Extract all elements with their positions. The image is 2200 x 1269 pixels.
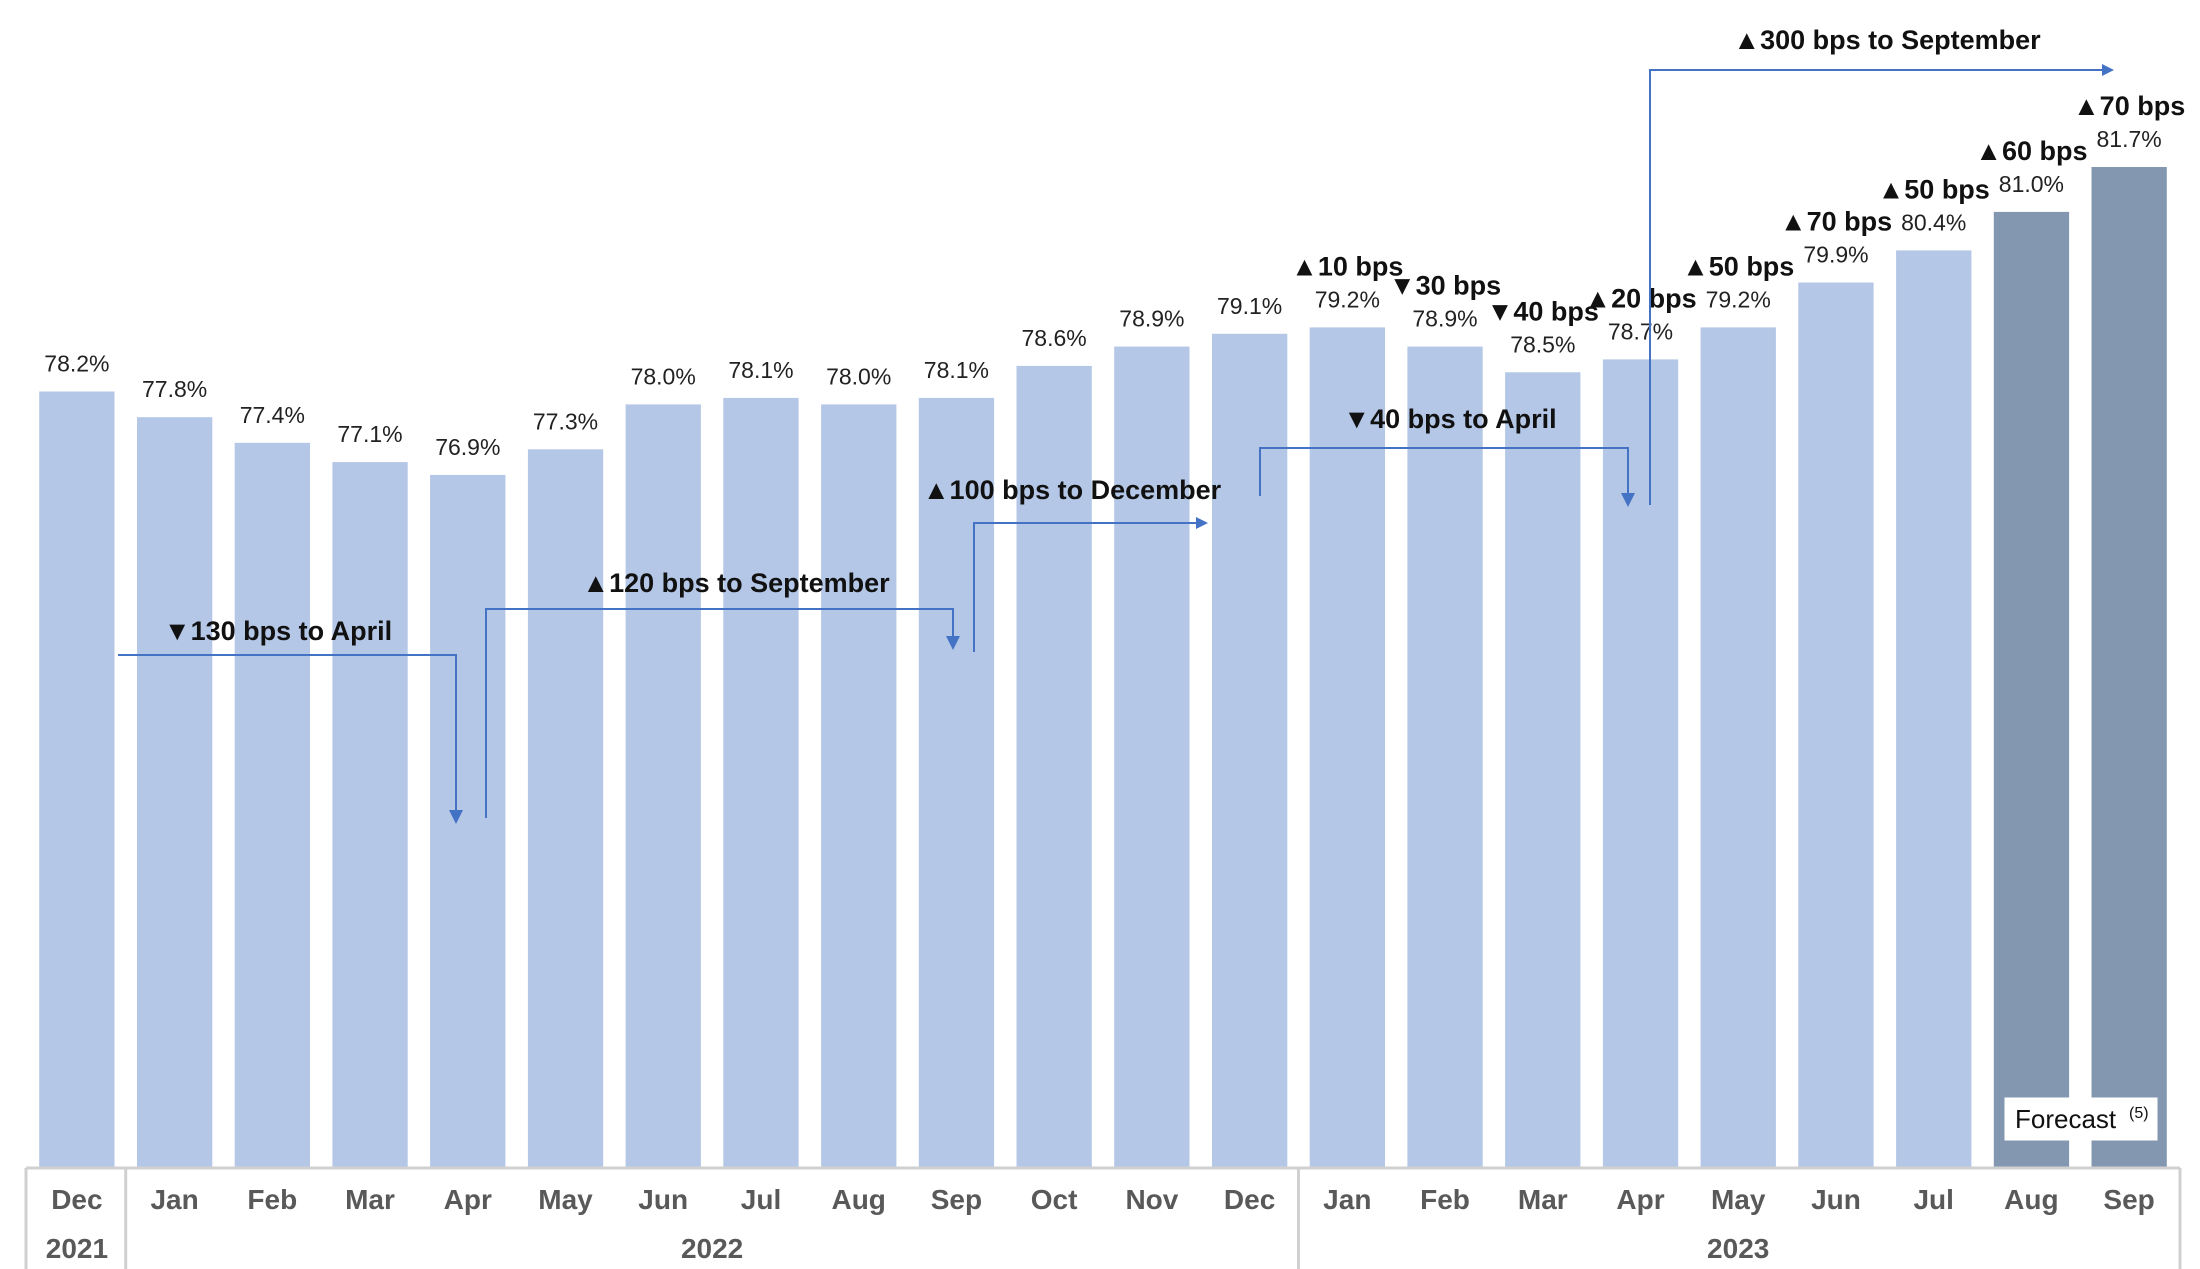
x-tick-label: Dec [51,1184,102,1215]
data-label: 78.6% [1021,325,1086,351]
data-label: 78.0% [826,363,891,389]
bar [1700,327,1776,1168]
data-label: 79.9% [1803,242,1868,268]
data-label: 78.2% [44,351,109,377]
data-label: 78.9% [1412,306,1477,332]
bar [1505,372,1581,1168]
span-label: ▼130 bps to April [164,616,392,646]
data-label: 78.1% [728,357,793,383]
x-tick-label: May [538,1184,593,1215]
data-label: 78.5% [1510,331,1575,357]
bars-layer [39,167,2167,1169]
x-tick-label: Sep [931,1184,982,1215]
span-label: ▲120 bps to September [582,568,890,598]
data-label: 80.4% [1901,209,1966,235]
x-tick-label: May [1711,1184,1766,1215]
bar-notes-layer: ▲10 bps▼30 bps▼40 bps▲20 bps▲50 bps▲70 b… [1291,91,2185,326]
bar [918,397,995,1168]
bar [137,417,213,1168]
x-tick-label: Jun [1811,1184,1861,1215]
forecast-bar [2091,167,2167,1168]
span-arrow [118,654,463,824]
bar [39,391,115,1168]
forecast-footnote: (5) [2129,1105,2149,1122]
bar [1896,250,1972,1168]
bar [1212,333,1288,1168]
change-note: ▼30 bps [1389,271,1501,301]
span-arrow [1259,447,1635,507]
x-tick-label: Nov [1125,1184,1178,1215]
x-tick-label: Sep [2103,1184,2154,1215]
forecast-legend-box [2004,1097,2158,1141]
change-note: ▲20 bps [1584,283,1696,313]
data-label: 77.3% [533,408,598,434]
x-tick-label: Dec [1224,1184,1275,1215]
data-label: 77.8% [142,376,207,402]
bar [332,462,408,1169]
x-axis: 2021 2022 2023 Dec Jan Feb Mar Apr May Jun Jul Aug S… [24,1166,2182,1269]
data-label: 79.2% [1315,286,1380,312]
span-arrow [485,608,960,818]
change-note: ▲70 bps [2073,91,2185,121]
span-arrow [1649,64,2114,505]
bar [1798,282,1874,1168]
change-note: ▲10 bps [1291,251,1403,281]
span-arrows-layer: ▼130 bps to April ▲120 bps to September ▲1… [118,25,2114,824]
x-tick-label: Mar [345,1184,395,1215]
bar [1114,346,1190,1169]
data-label: 77.1% [337,421,402,447]
data-label: 78.9% [1119,306,1184,332]
x-tick-label: Jun [638,1184,688,1215]
span-label: ▲300 bps to September [1733,25,2041,55]
change-note: ▼40 bps [1487,296,1599,326]
x-tick-label: Jan [150,1184,198,1215]
data-label: 79.1% [1217,293,1282,319]
bar [821,404,897,1168]
data-label: 81.0% [1999,171,2064,197]
x-tick-label: Feb [247,1184,297,1215]
bar [1016,365,1092,1168]
bar [1602,359,1679,1168]
year-label: 2021 [46,1233,108,1264]
x-tick-label: Jan [1323,1184,1371,1215]
forecast-label: Forecast [2015,1104,2117,1134]
x-tick-label: Mar [1518,1184,1568,1215]
x-tick-label: Apr [444,1184,492,1215]
change-note: ▲70 bps [1780,207,1892,237]
data-label: 78.1% [924,357,989,383]
bar [527,449,604,1168]
data-label: 78.0% [631,363,696,389]
change-note: ▲50 bps [1682,251,1794,281]
x-tick-label: Jul [1913,1184,1953,1215]
data-label: 81.7% [2096,126,2161,152]
x-tick-label: Aug [2004,1184,2058,1215]
data-label: 76.9% [435,434,500,460]
year-label: 2023 [1707,1233,1769,1264]
year-label: 2022 [681,1233,743,1264]
bar [625,404,701,1168]
span-label: ▲100 bps to December [923,475,1222,505]
x-tick-label: Aug [831,1184,885,1215]
bar [234,442,310,1168]
change-note: ▲50 bps [1878,174,1990,204]
x-tick-label: Jul [741,1184,781,1215]
data-label: 77.4% [240,402,305,428]
forecast-legend: Forecast (5) [2004,1097,2158,1141]
span-label: ▼40 bps to April [1343,404,1556,434]
bar [1407,346,1483,1169]
data-label: 78.7% [1608,318,1673,344]
value-labels-layer: 78.2% 77.8% 77.4% 77.1% 76.9% 77.3% 78.0% 78.1%… [44,126,2161,460]
x-tick-label: Apr [1616,1184,1664,1215]
data-label: 79.2% [1706,286,1771,312]
span-arrow [973,517,1208,652]
x-tick-label: Oct [1031,1184,1078,1215]
change-note: ▲60 bps [1975,136,2087,166]
x-tick-label: Feb [1420,1184,1470,1215]
bar [430,474,506,1168]
bar [1309,327,1385,1168]
forecast-bar [1993,211,2070,1168]
bar [723,397,799,1168]
